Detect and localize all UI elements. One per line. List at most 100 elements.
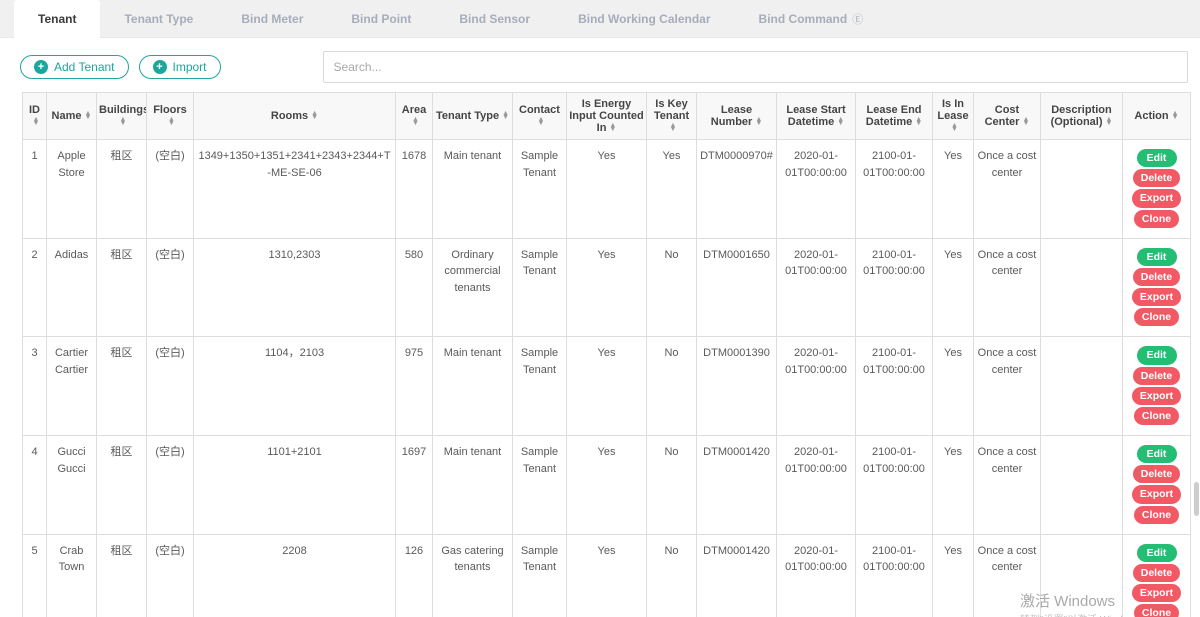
column-header-is_energy_input_counted_in[interactable]: Is Energy Input Counted In▲▼ [567, 93, 647, 140]
column-label: Area [402, 104, 426, 116]
column-header-name[interactable]: Name▲▼ [47, 93, 97, 140]
export-button[interactable]: Export [1132, 189, 1181, 207]
column-label: Rooms [271, 110, 308, 122]
table-row: 5Crab Town租区(空白)2208126Gas catering tena… [23, 534, 1191, 617]
column-header-rooms[interactable]: Rooms▲▼ [194, 93, 396, 140]
cell-rooms: 1349+1350+1351+2341+2343+2344+T-ME-SE-06 [194, 140, 396, 239]
tenant-table: ID▲▼Name▲▼Buildings▲▼Floors▲▼Rooms▲▼Area… [22, 92, 1190, 617]
cell-buildings: 租区 [97, 140, 147, 239]
column-header-description[interactable]: Description (Optional)▲▼ [1041, 93, 1123, 140]
cell-is_energy_input_counted_in: Yes [567, 337, 647, 436]
cell-cost_center: Once a cost center [974, 140, 1041, 239]
delete-button[interactable]: Delete [1133, 367, 1181, 385]
column-header-buildings[interactable]: Buildings▲▼ [97, 93, 147, 140]
column-label: Buildings [99, 104, 147, 116]
column-header-contact[interactable]: Contact▲▼ [513, 93, 567, 140]
column-label: ID [29, 104, 40, 116]
cell-lease_number: DTM0000970# [697, 140, 777, 239]
cell-is_in_lease: Yes [933, 534, 974, 617]
cell-contact: Sample Tenant [513, 534, 567, 617]
cell-action: Edit Delete Export Clone [1123, 337, 1191, 436]
cell-lease_number: DTM0001390 [697, 337, 777, 436]
column-header-floors[interactable]: Floors▲▼ [147, 93, 194, 140]
cell-floors: (空白) [147, 140, 194, 239]
sort-icon: ▲▼ [1106, 118, 1113, 127]
cell-is_energy_input_counted_in: Yes [567, 238, 647, 337]
cell-lease_start_datetime: 2020-01-01T00:00:00 [777, 337, 856, 436]
clone-button[interactable]: Clone [1134, 210, 1179, 228]
cell-lease_start_datetime: 2020-01-01T00:00:00 [777, 238, 856, 337]
tab-bind-working-calendar[interactable]: Bind Working Calendar [554, 0, 734, 37]
cell-lease_start_datetime: 2020-01-01T00:00:00 [777, 140, 856, 239]
cell-cost_center: Once a cost center [974, 337, 1041, 436]
column-header-is_key_tenant[interactable]: Is Key Tenant▲▼ [647, 93, 697, 140]
sort-icon: ▲▼ [85, 112, 92, 121]
sort-icon: ▲▼ [311, 112, 318, 121]
cell-lease_start_datetime: 2020-01-01T00:00:00 [777, 436, 856, 535]
column-header-tenant_type[interactable]: Tenant Type▲▼ [433, 93, 513, 140]
tab-label: Bind Point [351, 12, 411, 26]
sort-icon: ▲▼ [670, 124, 677, 133]
cell-buildings: 租区 [97, 436, 147, 535]
tab-label: Tenant Type [124, 12, 193, 26]
cell-lease_number: DTM0001650 [697, 238, 777, 337]
cell-action: Edit Delete Export Clone [1123, 436, 1191, 535]
edit-button[interactable]: Edit [1137, 248, 1177, 266]
delete-button[interactable]: Delete [1133, 465, 1181, 483]
cell-tenant_type: Main tenant [433, 337, 513, 436]
tab-bar: Tenant Tenant Type Bind Meter Bind Point… [0, 0, 1200, 38]
edit-button[interactable]: Edit [1137, 346, 1177, 364]
tab-bind-sensor[interactable]: Bind Sensor [435, 0, 554, 37]
cell-rooms: 1310,2303 [194, 238, 396, 337]
column-header-lease_start_datetime[interactable]: Lease Start Datetime▲▼ [777, 93, 856, 140]
column-label: Floors [153, 104, 187, 116]
sort-icon: ▲▼ [837, 118, 844, 127]
tab-tenant[interactable]: Tenant [14, 0, 100, 38]
column-label: Tenant Type [436, 110, 499, 122]
search-input[interactable] [323, 51, 1188, 83]
import-button[interactable]: + Import [139, 55, 221, 79]
cell-tenant_type: Ordinary commercial tenants [433, 238, 513, 337]
tenant-admin-page: Tenant Tenant Type Bind Meter Bind Point… [0, 0, 1200, 617]
delete-button[interactable]: Delete [1133, 268, 1181, 286]
delete-button[interactable]: Delete [1133, 169, 1181, 187]
cell-cost_center: Once a cost center [974, 238, 1041, 337]
column-label: Is In Lease [937, 98, 968, 122]
column-label: Name [52, 110, 82, 122]
column-header-action[interactable]: Action▲▼ [1123, 93, 1191, 140]
tab-bind-point[interactable]: Bind Point [327, 0, 435, 37]
cell-floors: (空白) [147, 337, 194, 436]
cell-is_in_lease: Yes [933, 238, 974, 337]
sort-icon: ▲▼ [755, 118, 762, 127]
tab-label: Tenant [38, 12, 76, 26]
tab-bind-command[interactable]: Bind Command Ⓔ [735, 0, 888, 37]
column-header-area[interactable]: Area▲▼ [396, 93, 433, 140]
column-header-lease_end_datetime[interactable]: Lease End Datetime▲▼ [856, 93, 933, 140]
tab-tenant-type[interactable]: Tenant Type [100, 0, 217, 37]
edit-button[interactable]: Edit [1137, 544, 1177, 562]
clone-button[interactable]: Clone [1134, 308, 1179, 326]
export-button[interactable]: Export [1132, 485, 1181, 503]
column-header-cost_center[interactable]: Cost Center▲▼ [974, 93, 1041, 140]
tab-bind-meter[interactable]: Bind Meter [217, 0, 327, 37]
export-button[interactable]: Export [1132, 387, 1181, 405]
column-header-lease_number[interactable]: Lease Number▲▼ [697, 93, 777, 140]
scrollbar-thumb[interactable] [1194, 482, 1199, 516]
clone-button[interactable]: Clone [1134, 407, 1179, 425]
add-tenant-button[interactable]: + Add Tenant [20, 55, 129, 79]
column-label: Description (Optional) [1051, 104, 1112, 128]
sort-icon: ▲▼ [951, 124, 958, 133]
column-label: Action [1134, 110, 1168, 122]
edit-button[interactable]: Edit [1137, 149, 1177, 167]
column-header-is_in_lease[interactable]: Is In Lease ▲▼ [933, 93, 974, 140]
cell-description [1041, 337, 1123, 436]
cell-floors: (空白) [147, 238, 194, 337]
cell-buildings: 租区 [97, 534, 147, 617]
edit-button[interactable]: Edit [1137, 445, 1177, 463]
watermark-line1: 激活 Windows [1020, 590, 1150, 611]
export-button[interactable]: Export [1132, 288, 1181, 306]
column-header-id[interactable]: ID▲▼ [23, 93, 47, 140]
table-row: 3Cartier Cartier租区(空白)1104，2103975Main t… [23, 337, 1191, 436]
clone-button[interactable]: Clone [1134, 506, 1179, 524]
delete-button[interactable]: Delete [1133, 564, 1181, 582]
